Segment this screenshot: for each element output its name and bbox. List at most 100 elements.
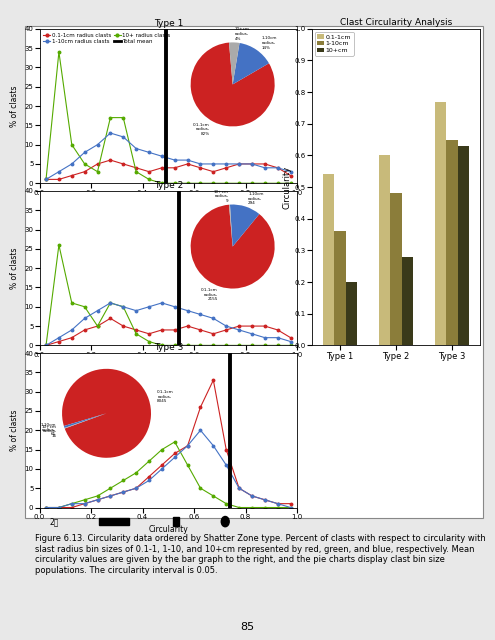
10+ radius clasts <box>69 500 75 508</box>
1-10cm radius clasts <box>249 492 255 500</box>
0.1-1cm radius clasts <box>236 322 242 330</box>
Y-axis label: Circularity: Circularity <box>283 166 292 209</box>
Total mean <box>176 338 182 346</box>
0.1-1cm radius clasts <box>43 342 49 349</box>
1-10cm radius clasts <box>185 156 191 164</box>
10+ radius clasts <box>43 175 49 183</box>
10+ radius clasts <box>210 342 216 349</box>
1-10cm radius clasts <box>146 477 152 484</box>
10+ radius clasts <box>275 504 281 511</box>
10+ radius clasts <box>288 179 294 187</box>
1-10cm radius clasts <box>185 442 191 449</box>
0.1-1cm radius clasts <box>159 164 165 172</box>
Y-axis label: % of clasts: % of clasts <box>10 248 19 289</box>
1-10cm radius clasts <box>43 175 49 183</box>
0.1-1cm radius clasts <box>275 500 281 508</box>
10+ radius clasts <box>82 160 88 168</box>
10+ radius clasts <box>172 438 178 445</box>
Line: 10+ radius clasts: 10+ radius clasts <box>45 244 292 347</box>
10+ radius clasts <box>223 500 229 508</box>
0.1-1cm radius clasts <box>43 175 49 183</box>
1-10cm radius clasts <box>146 148 152 156</box>
10+ radius clasts <box>120 303 126 310</box>
10+ radius clasts <box>185 342 191 349</box>
10+ radius clasts <box>146 458 152 465</box>
0.1-1cm radius clasts <box>262 160 268 168</box>
1-10cm radius clasts <box>120 303 126 310</box>
10+ radius clasts <box>56 504 62 511</box>
1-10cm radius clasts <box>82 500 88 508</box>
X-axis label: Circularity: Circularity <box>148 525 188 534</box>
0.1-1cm radius clasts <box>82 326 88 334</box>
Line: 10+ radius clasts: 10+ radius clasts <box>45 51 292 184</box>
0.1-1cm radius clasts <box>95 160 100 168</box>
10+ radius clasts <box>159 342 165 349</box>
1-10cm radius clasts <box>95 496 100 504</box>
1-10cm radius clasts <box>133 145 139 152</box>
0.1-1cm radius clasts <box>69 334 75 342</box>
0.1-1cm radius clasts <box>56 338 62 346</box>
0.1-1cm radius clasts <box>223 326 229 334</box>
Line: 0.1-1cm radius clasts: 0.1-1cm radius clasts <box>45 379 292 509</box>
0.1-1cm radius clasts <box>249 322 255 330</box>
Legend: 0.1-1cm radius clasts, 1-10cm radius clasts, 10+ radius clasts, Total mean: 0.1-1cm radius clasts, 1-10cm radius cla… <box>43 31 172 45</box>
10+ radius clasts <box>210 179 216 187</box>
1-10cm radius clasts <box>43 504 49 511</box>
1-10cm radius clasts <box>120 133 126 141</box>
0.1-1cm radius clasts <box>120 160 126 168</box>
Title: Type 1: Type 1 <box>153 19 183 28</box>
0.1-1cm radius clasts <box>236 160 242 168</box>
0.1-1cm radius clasts <box>198 403 203 411</box>
1-10cm radius clasts <box>288 168 294 175</box>
0.1-1cm radius clasts <box>172 326 178 334</box>
Bar <box>446 140 458 346</box>
0.1-1cm radius clasts <box>146 330 152 338</box>
1-10cm radius clasts <box>56 334 62 342</box>
0.1-1cm radius clasts <box>275 326 281 334</box>
10+ radius clasts <box>107 299 113 307</box>
0.1-1cm radius clasts <box>210 168 216 175</box>
10+ radius clasts <box>185 179 191 187</box>
1-10cm radius clasts <box>223 322 229 330</box>
Y-axis label: % of clasts: % of clasts <box>10 85 19 127</box>
0.1-1cm radius clasts <box>223 446 229 454</box>
1-10cm radius clasts <box>275 500 281 508</box>
10+ radius clasts <box>210 492 216 500</box>
Bar <box>401 257 413 346</box>
0.1-1cm radius clasts <box>223 164 229 172</box>
Bar <box>346 282 357 346</box>
1-10cm radius clasts <box>172 303 178 310</box>
0.1-1cm radius clasts <box>288 500 294 508</box>
Title: Type 3: Type 3 <box>153 343 183 352</box>
1-10cm radius clasts <box>262 334 268 342</box>
0.1-1cm radius clasts <box>82 500 88 508</box>
10+ radius clasts <box>43 342 49 349</box>
10+ radius clasts <box>120 114 126 122</box>
Line: 1-10cm radius clasts: 1-10cm radius clasts <box>45 132 292 180</box>
10+ radius clasts <box>275 342 281 349</box>
1-10cm radius clasts <box>159 152 165 160</box>
10+ radius clasts <box>262 342 268 349</box>
10+ radius clasts <box>146 338 152 346</box>
10+ radius clasts <box>159 179 165 187</box>
1-10cm radius clasts <box>185 307 191 314</box>
1-10cm radius clasts <box>262 496 268 504</box>
Line: 0.1-1cm radius clasts: 0.1-1cm radius clasts <box>45 159 292 180</box>
0.1-1cm radius clasts <box>95 496 100 504</box>
0.1-1cm radius clasts <box>198 326 203 334</box>
10+ radius clasts <box>69 141 75 148</box>
1-10cm radius clasts <box>133 484 139 492</box>
0.1-1cm radius clasts <box>120 322 126 330</box>
10+ radius clasts <box>43 504 49 511</box>
1-10cm radius clasts <box>236 326 242 334</box>
Line: 10+ radius clasts: 10+ radius clasts <box>45 440 292 509</box>
1-10cm radius clasts <box>95 307 100 314</box>
Total mean <box>163 179 169 187</box>
1-10cm radius clasts <box>172 454 178 461</box>
10+ radius clasts <box>133 168 139 175</box>
0.1-1cm radius clasts <box>69 504 75 511</box>
10+ radius clasts <box>236 342 242 349</box>
1-10cm radius clasts <box>198 310 203 318</box>
1-10cm radius clasts <box>198 160 203 168</box>
1-10cm radius clasts <box>82 148 88 156</box>
